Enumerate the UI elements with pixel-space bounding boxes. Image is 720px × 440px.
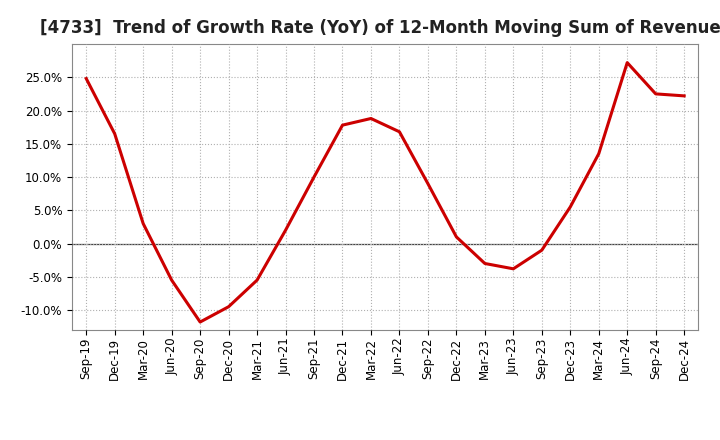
Title: [4733]  Trend of Growth Rate (YoY) of 12-Month Moving Sum of Revenues: [4733] Trend of Growth Rate (YoY) of 12-… [40,19,720,37]
